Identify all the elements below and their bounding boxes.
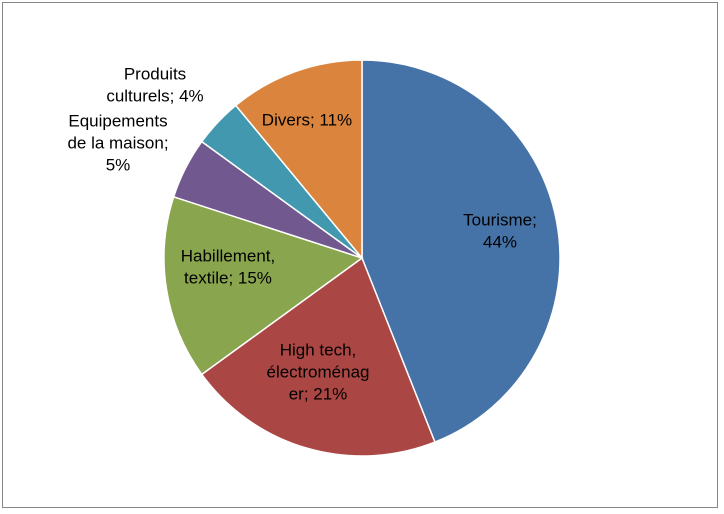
pie-slice-high-tech-electromenager [200, 256, 436, 457]
data-label-equipements-de-la-maison: 5% [106, 155, 131, 174]
data-label-high-tech-electromenager: High tech, [280, 340, 357, 359]
pie-slice-divers [234, 59, 363, 261]
pie-slice-habillement-textile [163, 195, 364, 376]
data-label-divers: Divers; 11% [262, 110, 352, 129]
data-label-equipements-de-la-maison: de la maison; [67, 133, 168, 152]
data-label-high-tech-electromenager: er; 21% [289, 384, 348, 403]
data-label-produits-culturels: culturels; 4% [106, 86, 203, 105]
pie-slice-tourisme [361, 59, 561, 444]
data-label-habillement-textile: Habillement, [181, 246, 276, 265]
data-label-produits-culturels: Produits [124, 64, 186, 83]
data-label-tourisme: Tourisme; [463, 210, 537, 229]
data-label-equipements-de-la-maison: Equipements [68, 111, 167, 130]
data-label-tourisme: 44% [483, 232, 517, 251]
data-label-habillement-textile: textile; 15% [184, 268, 272, 287]
data-label-high-tech-electromenager: électroménag [266, 362, 369, 381]
